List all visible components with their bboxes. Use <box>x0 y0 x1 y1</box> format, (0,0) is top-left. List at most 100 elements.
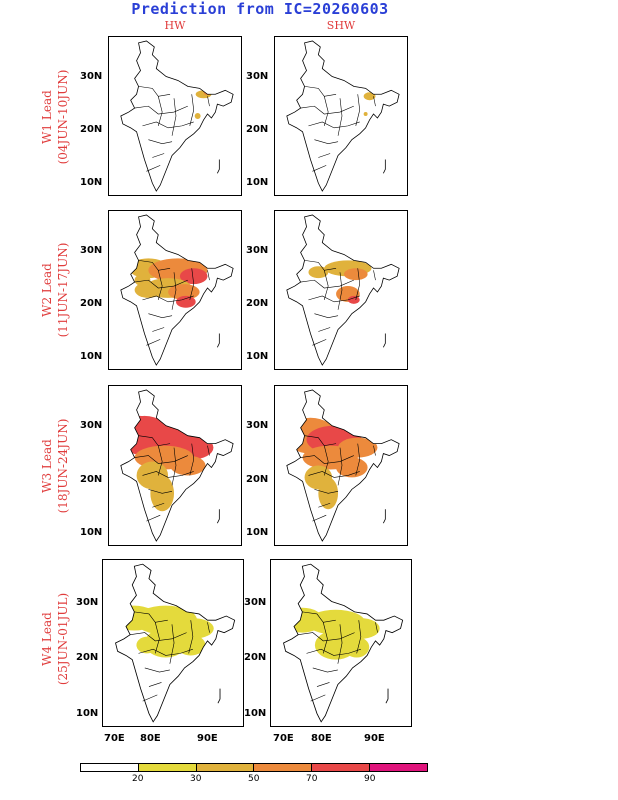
state-boundary <box>355 268 361 300</box>
column-title-shw: SHW <box>326 19 356 32</box>
state-boundary <box>373 270 376 281</box>
map-panel-w2-shw <box>274 210 408 370</box>
colorbar-label: 20 <box>132 774 144 784</box>
state-boundary <box>134 105 188 115</box>
state-boundary <box>300 105 354 115</box>
lat-tick: 30N <box>80 245 103 256</box>
period-label: (18JUN-24JUN) <box>56 418 70 514</box>
state-boundary <box>144 667 170 673</box>
state-boundary <box>322 622 328 654</box>
state-boundary <box>314 139 339 144</box>
country-outline <box>286 40 400 192</box>
state-boundary <box>300 455 354 464</box>
row-label-w3: W3 Lead (18JUN-24JUN) <box>39 386 73 546</box>
state-boundary <box>142 295 194 303</box>
state-boundary <box>146 339 161 346</box>
state-boundary <box>138 260 171 271</box>
map-panel-w3-shw <box>274 385 408 546</box>
country-outline <box>120 40 234 192</box>
heatwave-region <box>134 282 163 298</box>
lat-tick: 30N <box>246 420 269 431</box>
map-svg <box>286 214 400 366</box>
state-boundary <box>169 624 175 664</box>
state-boundary <box>323 445 329 476</box>
country-outline <box>115 563 236 723</box>
map-svg <box>286 389 400 542</box>
state-boundary <box>355 94 361 126</box>
lat-tick: 10N <box>246 527 269 538</box>
island-outline <box>217 688 221 704</box>
row-label-w1: W1 Lead (04JUN-10JUN) <box>39 37 73 197</box>
state-boundary <box>148 139 173 144</box>
lon-tick: 70E <box>104 733 125 744</box>
state-boundary <box>308 121 360 129</box>
colorbar-segment <box>370 764 427 771</box>
state-boundary <box>138 435 171 446</box>
row-label-w2: W2 Lead (11JUN-17JUN) <box>39 210 73 370</box>
heatwave-region <box>344 636 370 658</box>
colorbar-segment <box>138 764 197 771</box>
colorbar-segment <box>254 764 313 771</box>
heatwave-region <box>363 92 376 101</box>
lat-tick: 30N <box>80 71 103 82</box>
island-outline <box>383 333 386 348</box>
state-boundary <box>189 443 195 476</box>
lat-tick: 10N <box>246 351 269 362</box>
heatwave-region <box>171 618 214 639</box>
state-boundary <box>148 313 173 318</box>
state-boundary <box>171 447 177 486</box>
lat-tick: 20N <box>246 124 269 135</box>
map-svg <box>120 389 234 542</box>
colorbar-label: 50 <box>248 774 260 784</box>
country-outline <box>120 389 234 542</box>
state-boundary <box>304 260 337 271</box>
state-boundary <box>318 502 331 508</box>
state-boundary <box>134 279 188 289</box>
island-outline <box>385 688 389 704</box>
map-svg <box>286 40 400 192</box>
lead-label: W1 Lead <box>40 90 54 144</box>
heatwave-region <box>363 112 368 116</box>
lead-label: W3 Lead <box>40 439 54 493</box>
state-boundary <box>304 86 337 97</box>
lon-tick: 70E <box>273 733 294 744</box>
lat-tick: 20N <box>244 652 267 663</box>
state-boundary <box>318 153 331 158</box>
state-boundary <box>300 279 354 289</box>
state-boundary <box>355 443 361 476</box>
state-boundary <box>298 632 355 642</box>
state-boundary <box>302 611 336 623</box>
state-boundary <box>312 339 327 346</box>
colorbar-label: 90 <box>364 774 376 784</box>
map-svg <box>120 40 234 192</box>
state-boundary <box>142 121 194 129</box>
column-title-hw: HW <box>164 19 186 32</box>
map-panel-w1-shw <box>274 36 408 196</box>
island-outline <box>217 159 220 174</box>
state-boundary <box>189 268 195 300</box>
state-boundary <box>157 445 163 476</box>
lat-tick: 30N <box>244 597 267 608</box>
state-boundary <box>148 682 162 687</box>
state-boundary <box>157 96 163 126</box>
state-boundary <box>171 98 177 136</box>
lat-tick: 10N <box>80 351 103 362</box>
island-outline <box>217 509 220 524</box>
island-outline <box>217 333 220 348</box>
state-boundary <box>314 313 339 318</box>
state-boundary <box>152 153 165 158</box>
state-boundary <box>308 471 360 478</box>
state-boundary <box>312 667 338 673</box>
state-boundary <box>308 295 360 303</box>
lat-tick: 20N <box>76 652 99 663</box>
state-boundary <box>142 694 158 702</box>
lat-tick: 10N <box>244 708 267 719</box>
colorbar-segment <box>312 764 371 771</box>
state-boundary <box>323 270 329 300</box>
state-boundary <box>373 445 376 456</box>
heatwave-region <box>347 295 360 304</box>
state-boundary <box>356 620 362 654</box>
lon-tick: 80E <box>311 733 332 744</box>
state-boundary <box>318 327 331 332</box>
map-panel-w4-hw <box>102 559 244 727</box>
